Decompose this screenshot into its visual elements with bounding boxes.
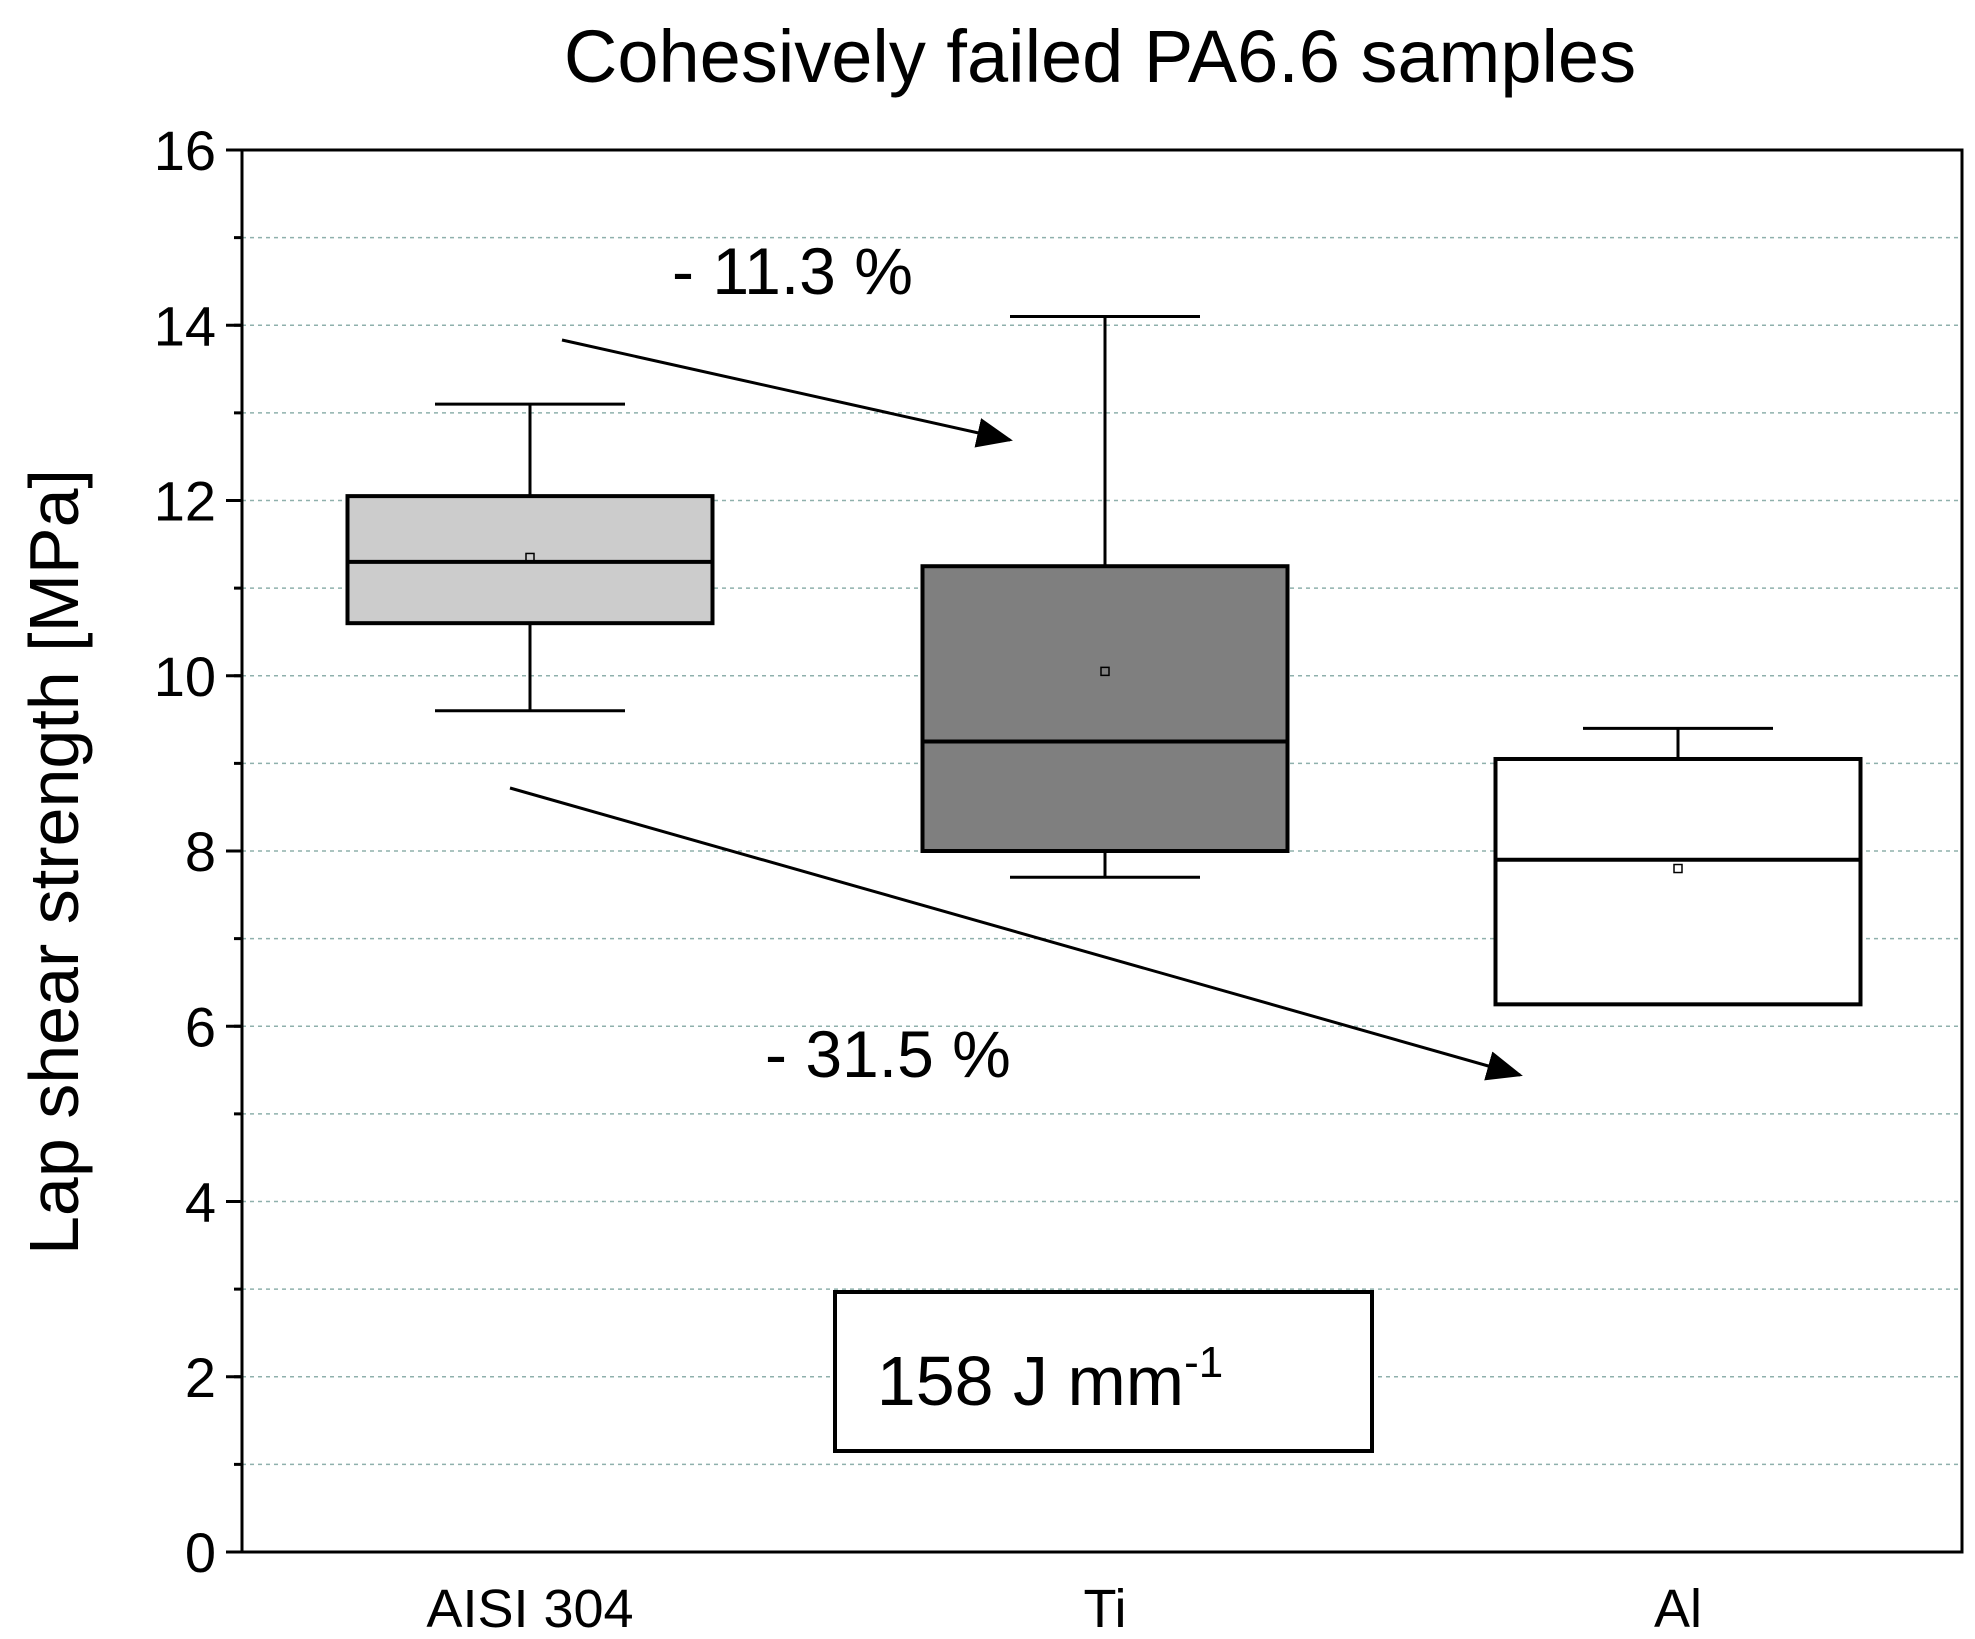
- y-tick-label: 8: [185, 820, 216, 883]
- energy-label: 158 J mm-1: [877, 1338, 1223, 1420]
- arrow-aisi-to-ti: [561, 338, 1013, 448]
- y-tick-label: 12: [154, 470, 216, 533]
- box-body: [920, 564, 1290, 853]
- energy-label-superscript: -1: [1184, 1338, 1223, 1387]
- mean-marker: [525, 552, 535, 563]
- boxes: [345, 314, 1863, 1007]
- annotation-label-al: - 31.5 %: [765, 1017, 1011, 1091]
- x-axis: AISI 304 Ti Al: [426, 1579, 1702, 1639]
- energy-label-main: 158 J mm: [877, 1342, 1184, 1420]
- energy-label-box: [833, 1290, 1374, 1453]
- box-body: [345, 494, 715, 626]
- mean-marker: [1100, 666, 1110, 677]
- x-tick-label: AISI 304: [426, 1579, 633, 1639]
- box-al: [1493, 726, 1863, 1007]
- y-tick-label: 14: [154, 294, 216, 357]
- box-aisi-304: [345, 402, 715, 713]
- box-ti: [920, 314, 1290, 879]
- y-tick-label: 4: [185, 1171, 216, 1234]
- mean-marker: [1673, 863, 1683, 874]
- y-axis-label: Lap shear strength [MPa]: [15, 469, 93, 1255]
- x-tick-label: Ti: [1084, 1579, 1127, 1639]
- y-tick-label: 0: [185, 1521, 216, 1584]
- y-axis: 0 2 4 6 8 10 12 14 16: [154, 119, 242, 1584]
- y-tick-label: 6: [185, 995, 216, 1058]
- y-tick-label: 16: [154, 119, 216, 182]
- annotation-label-ti: - 11.3 %: [672, 234, 913, 308]
- y-tick-label: 10: [154, 645, 216, 708]
- x-tick-label: Al: [1654, 1579, 1702, 1639]
- y-tick-label: 2: [185, 1346, 216, 1409]
- box-body: [1493, 756, 1863, 1007]
- arrow-aisi-to-al: [509, 786, 1523, 1081]
- chart-title: Cohesively failed PA6.6 samples: [564, 15, 1636, 98]
